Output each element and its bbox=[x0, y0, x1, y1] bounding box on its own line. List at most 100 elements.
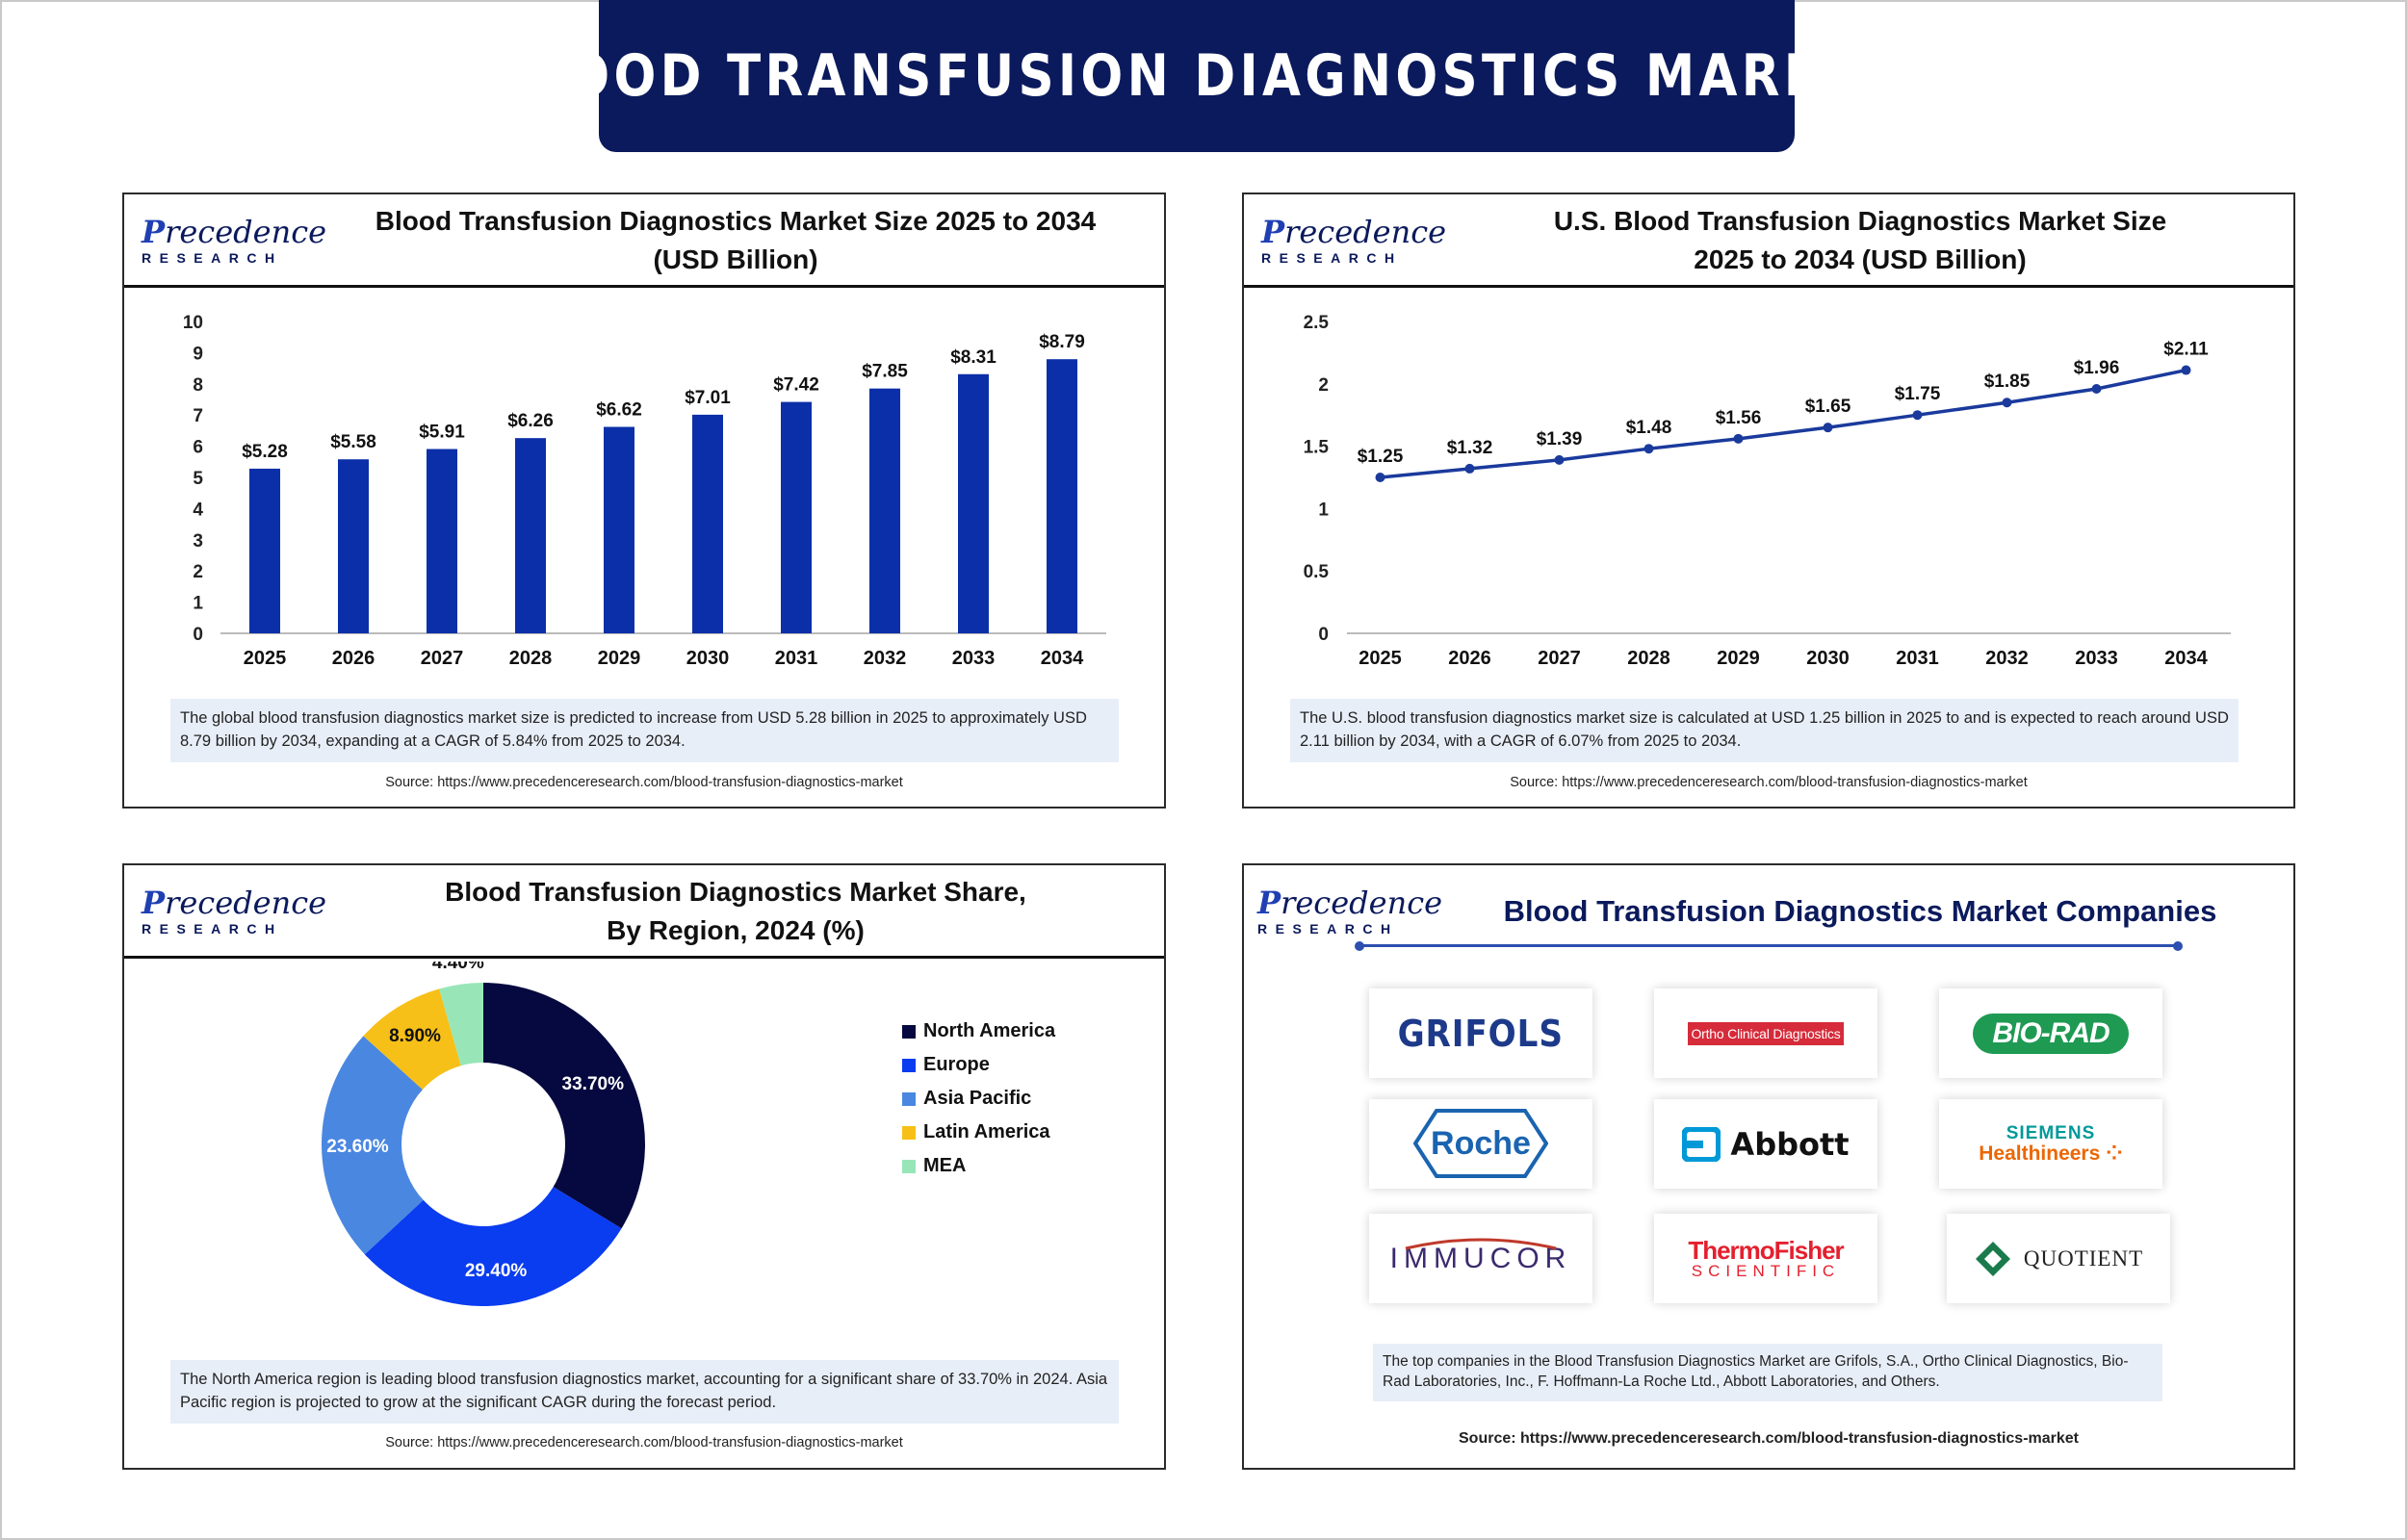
chart-note: The global blood transfusion diagnostics… bbox=[170, 699, 1119, 762]
x-tick-label: 2031 bbox=[1896, 648, 1939, 669]
x-tick-label: 2034 bbox=[2164, 648, 2208, 669]
point-value-label: $1.25 bbox=[1358, 447, 1404, 467]
quotient-diamond-icon bbox=[1975, 1241, 2010, 1276]
y-tick-label: 1.5 bbox=[1304, 438, 1330, 458]
y-tick-label: 0 bbox=[1318, 625, 1329, 645]
source-text: Source: https://www.precedenceresearch.c… bbox=[385, 775, 903, 790]
logo-grifols: GRIFOLS bbox=[1369, 988, 1592, 1078]
panel-title: U.S. Blood Transfusion Diagnostics Marke… bbox=[1553, 206, 2167, 274]
main-banner: BLOOD TRANSFUSION DIAGNOSTICS MARKET bbox=[491, 0, 1899, 152]
bar-value-label: $5.28 bbox=[242, 442, 288, 462]
x-tick-label: 2031 bbox=[775, 648, 818, 669]
bar-chart: 0 1 2 3 4 5 6 7 8 9 10 $5.28 2025 $5.58 2026 $5.91 2027 $… bbox=[183, 313, 1106, 669]
x-tick-label: 2034 bbox=[1041, 648, 1084, 669]
slice-value-label: 8.90% bbox=[389, 1026, 441, 1046]
y-tick-label: 0.5 bbox=[1304, 562, 1330, 582]
abbott-mark-icon bbox=[1682, 1126, 1721, 1162]
banner-title: BLOOD TRANSFUSION DIAGNOSTICS MARKET bbox=[491, 42, 1902, 110]
y-tick-label: 7 bbox=[193, 406, 203, 426]
bar bbox=[781, 401, 812, 633]
bar bbox=[692, 414, 723, 633]
data-point bbox=[1375, 473, 1385, 482]
legend-item-latin-america: Latin America bbox=[902, 1116, 1055, 1149]
y-tick-label: 8 bbox=[193, 375, 203, 396]
x-tick-label: 2030 bbox=[1806, 648, 1850, 669]
legend-item-asia-pacific: Asia Pacific bbox=[902, 1082, 1055, 1116]
point-value-label: $1.39 bbox=[1537, 429, 1583, 449]
logo-siemens-healthineers: SIEMENS Healthineers ⁘ bbox=[1939, 1099, 2162, 1189]
logo-roche: Roche bbox=[1369, 1099, 1592, 1189]
y-tick-label: 3 bbox=[193, 531, 203, 552]
slice-value-label: 23.60% bbox=[326, 1137, 389, 1157]
x-tick-label: 2032 bbox=[864, 648, 907, 669]
source-text: Source: https://www.precedenceresearch.c… bbox=[1510, 775, 2028, 790]
point-value-label: $1.56 bbox=[1716, 408, 1762, 428]
data-point bbox=[1554, 454, 1565, 465]
line-chart: 0 0.5 1 1.5 2 2.5 $1.25 2025 $1.32 2026 $1.39 2027 $… bbox=[1304, 313, 2231, 669]
logo-thermo-fisher: ThermoFisher SCIENTIFIC bbox=[1654, 1214, 1877, 1303]
precedence-logo: Precedence RESEARCH bbox=[1257, 885, 1443, 937]
region-share-panel: Precedence RESEARCH Blood Transfusion Di… bbox=[122, 863, 1166, 1470]
bar-value-label: $7.01 bbox=[685, 388, 731, 408]
chart-note: The North America region is leading bloo… bbox=[170, 1360, 1119, 1424]
series-line bbox=[1380, 368, 2187, 479]
title-underline bbox=[1355, 940, 2183, 951]
slice-asia-pacific bbox=[321, 1036, 424, 1255]
bar-value-label: $8.31 bbox=[950, 347, 996, 368]
x-tick-label: 2030 bbox=[686, 648, 730, 669]
panel-header: Precedence RESEARCH U.S. Blood Transfusi… bbox=[1244, 194, 2293, 288]
logo-ortho-clinical: Ortho Clinical Diagnostics bbox=[1654, 988, 1877, 1078]
precedence-logo: Precedence RESEARCH bbox=[142, 885, 327, 937]
x-tick-label: 2033 bbox=[2075, 648, 2118, 669]
point-value-label: $2.11 bbox=[2163, 340, 2209, 360]
legend-item-mea: MEA bbox=[902, 1149, 1055, 1183]
slice-mea bbox=[439, 983, 483, 1066]
slice-north-america bbox=[483, 983, 645, 1229]
data-point bbox=[2002, 398, 2012, 408]
global-market-panel: Precedence RESEARCH Blood Transfusion Di… bbox=[122, 192, 1166, 808]
source-text: Source: https://www.precedenceresearch.c… bbox=[1459, 1430, 2079, 1447]
point-value-label: $1.65 bbox=[1805, 397, 1851, 417]
data-point bbox=[1464, 463, 1475, 474]
data-point bbox=[1823, 423, 1833, 433]
x-tick-label: 2028 bbox=[509, 648, 553, 669]
bar-value-label: $6.26 bbox=[507, 411, 554, 431]
y-tick-label: 1 bbox=[1318, 500, 1329, 520]
bar bbox=[249, 468, 280, 633]
slice-value-label: 4.40% bbox=[432, 962, 484, 973]
roche-hexagon-icon bbox=[1413, 1109, 1548, 1178]
y-tick-label: 4 bbox=[193, 500, 203, 520]
point-value-label: $1.32 bbox=[1447, 438, 1493, 458]
bar-value-label: $5.58 bbox=[330, 432, 376, 452]
panel-title: Blood Transfusion Diagnostics Market Sha… bbox=[445, 877, 1026, 945]
legend-item-north-america: North America bbox=[902, 1014, 1055, 1048]
panel-header: Precedence RESEARCH Blood Transfusion Di… bbox=[124, 865, 1164, 959]
companies-note: The top companies in the Blood Transfusi… bbox=[1373, 1344, 2162, 1401]
precedence-logo: Precedence RESEARCH bbox=[142, 214, 327, 266]
y-tick-label: 10 bbox=[183, 313, 203, 333]
logo-quotient: QUOTIENT bbox=[1947, 1214, 2170, 1303]
companies-title: Blood Transfusion Diagnostics Market Com… bbox=[1503, 894, 2217, 928]
data-point bbox=[2091, 383, 2102, 394]
bar-value-label: $5.91 bbox=[419, 423, 465, 443]
y-tick-label: 1 bbox=[193, 594, 203, 614]
y-tick-label: 9 bbox=[193, 344, 203, 364]
companies-panel: Precedence RESEARCH Blood Transfusion Di… bbox=[1242, 863, 2295, 1470]
bar bbox=[515, 438, 546, 633]
y-tick-label: 6 bbox=[193, 438, 203, 458]
chart-note: The U.S. blood transfusion diagnostics m… bbox=[1290, 699, 2239, 762]
point-value-label: $1.75 bbox=[1895, 384, 1941, 404]
y-tick-label: 0 bbox=[193, 625, 203, 645]
bar bbox=[604, 426, 634, 633]
immucor-swoosh-icon bbox=[1405, 1238, 1557, 1250]
slice-value-label: 29.40% bbox=[465, 1261, 528, 1281]
y-tick-label: 5 bbox=[193, 469, 203, 489]
data-point bbox=[2181, 365, 2191, 375]
bar bbox=[869, 388, 900, 633]
bar bbox=[958, 373, 989, 633]
slice-europe bbox=[364, 1187, 622, 1306]
source-text: Source: https://www.precedenceresearch.c… bbox=[385, 1435, 903, 1450]
bar-value-label: $7.85 bbox=[862, 362, 908, 382]
panel-title: Blood Transfusion Diagnostics Market Siz… bbox=[375, 206, 1097, 274]
logo-abbott: Abbott bbox=[1654, 1099, 1877, 1189]
